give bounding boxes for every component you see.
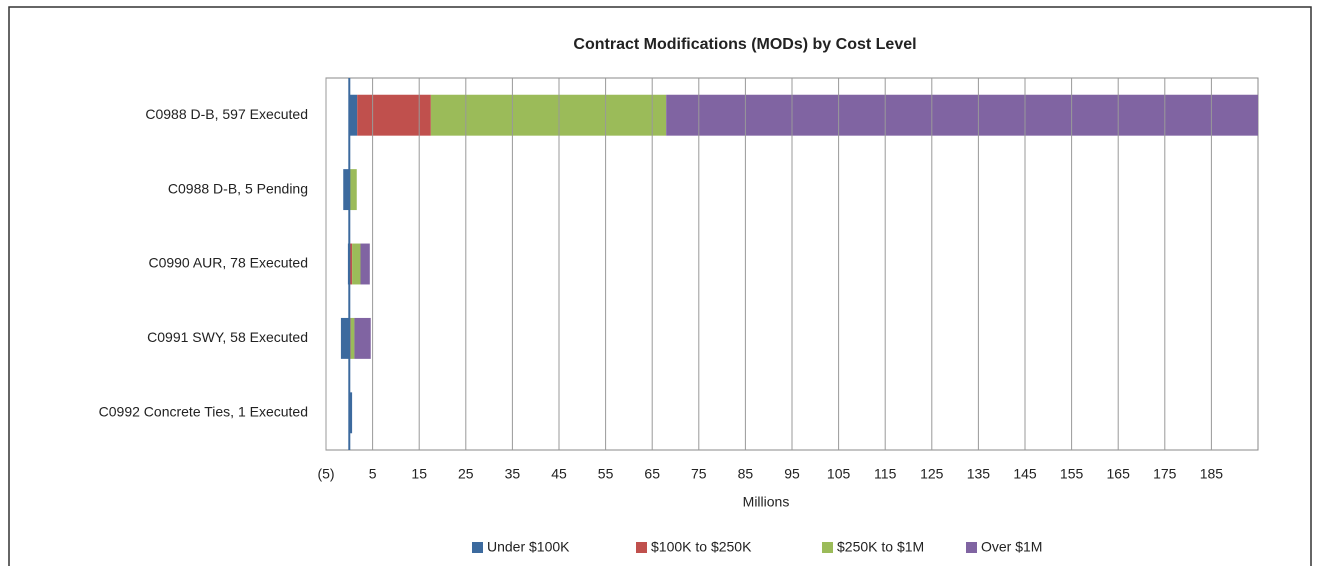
x-tick-label: 175 [1153,466,1177,482]
x-tick-label: 165 [1107,466,1131,482]
bar-segment [349,392,353,434]
legend-swatch [472,542,483,553]
legend-label: $100K to $250K [651,539,752,555]
x-tick-label: 95 [784,466,800,482]
y-tick-label: C0988 D-B, 597 Executed [145,106,308,122]
bar-segment [357,94,431,136]
x-tick-label: 25 [458,466,474,482]
y-tick-label: C0992 Concrete Ties, 1 Executed [99,404,308,420]
bar-segment [666,94,1258,136]
bar-segment [430,94,667,136]
x-tick-label: 135 [967,466,991,482]
x-tick-label: 45 [551,466,567,482]
legend-label: Under $100K [487,539,570,555]
bar-segment [349,94,358,136]
bars [340,94,1258,434]
x-tick-label: 35 [505,466,521,482]
x-tick-label: 115 [874,466,897,482]
legend-swatch [966,542,977,553]
legend-swatch [822,542,833,553]
legend-label: Over $1M [981,539,1042,555]
bar-segment [354,317,371,359]
x-tick-label: (5) [317,466,334,482]
x-tick-label: 15 [411,466,427,482]
x-tick-label: 155 [1060,466,1084,482]
bar-segment [340,317,350,359]
bar-segment [360,243,370,285]
x-tick-label: 55 [598,466,614,482]
chart-border [8,6,1312,566]
x-tick-label: 65 [644,466,660,482]
chart-title: Contract Modifications (MODs) by Cost Le… [573,36,916,53]
bar-segment [343,169,350,211]
x-tick-label: 105 [827,466,851,482]
y-tick-label: C0988 D-B, 5 Pending [168,180,308,196]
x-axis-label: Millions [743,494,790,510]
bar-segment [349,243,353,285]
x-tick-label: 185 [1200,466,1224,482]
bar-segment [350,317,355,359]
y-tick-label: C0991 SWY, 58 Executed [147,329,308,345]
x-tick-label: 145 [1013,466,1037,482]
bar-segment [352,243,361,285]
legend-swatch [636,542,647,553]
x-tick-label: 75 [691,466,707,482]
x-tick-label: 125 [920,466,944,482]
legend-label: $250K to $1M [837,539,924,555]
x-tick-label: 85 [738,466,754,482]
y-tick-label: C0990 AUR, 78 Executed [148,255,308,271]
bar-segment [349,169,357,211]
x-tick-label: 5 [369,466,377,482]
